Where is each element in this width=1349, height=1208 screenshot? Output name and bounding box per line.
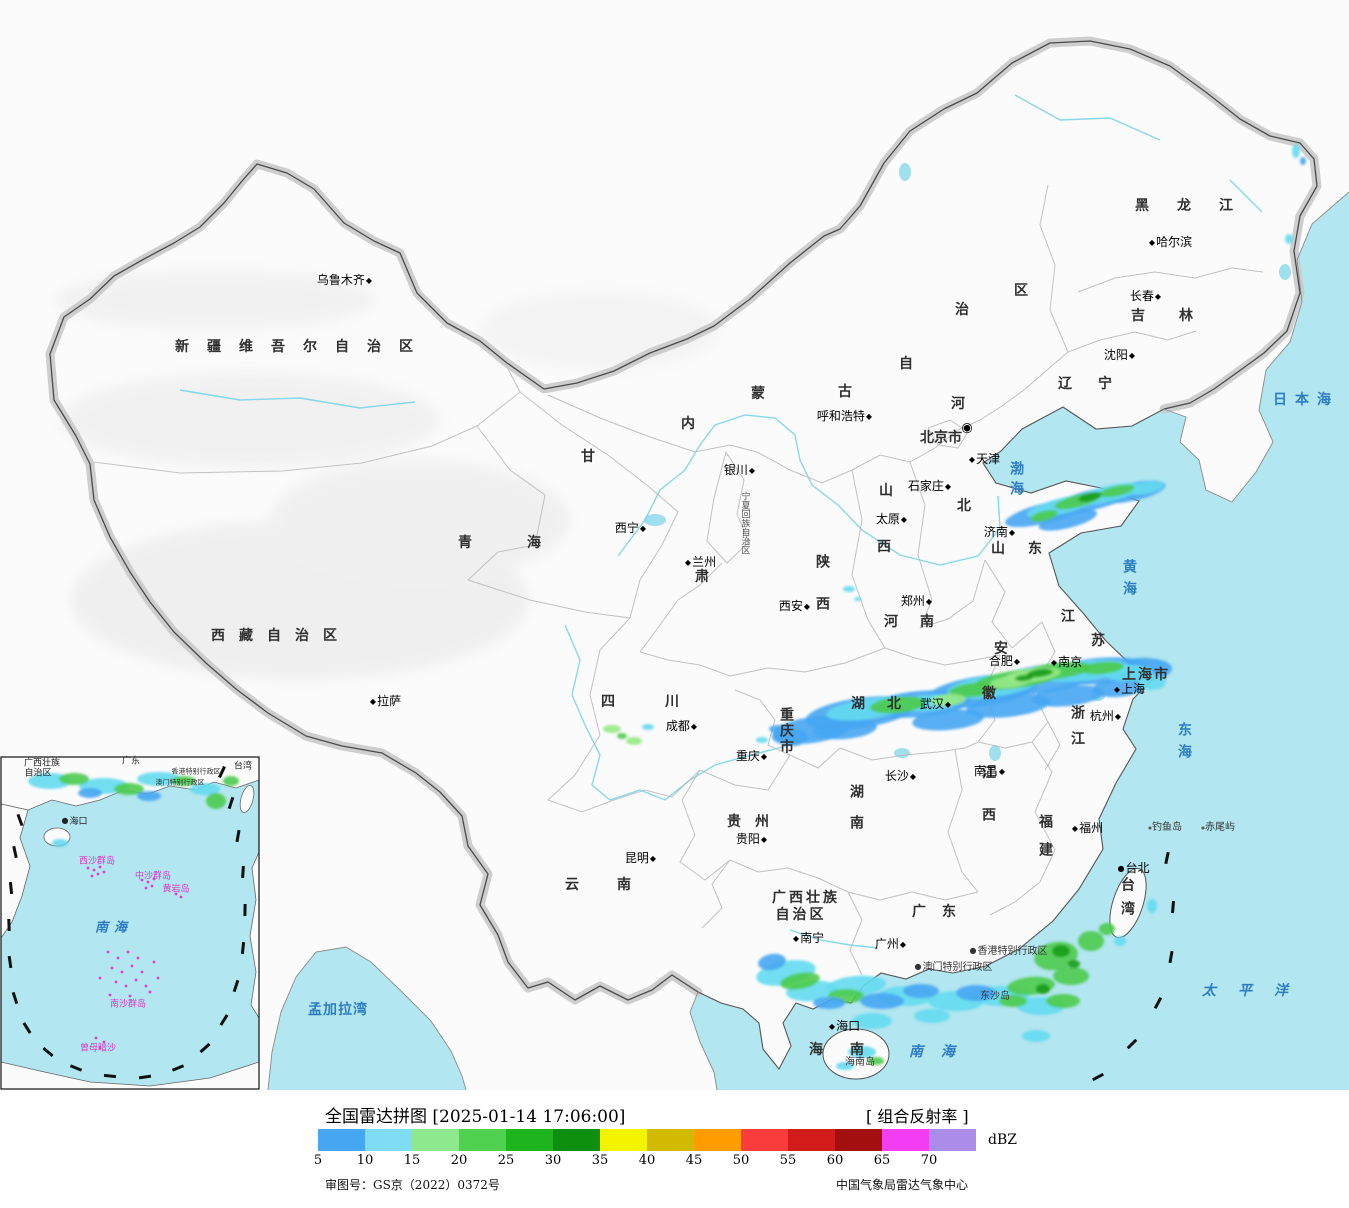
legend-color-cell xyxy=(412,1129,459,1151)
legend-tick: 40 xyxy=(638,1153,656,1168)
china-coastline xyxy=(697,406,1165,1071)
legend-color-cell xyxy=(553,1129,600,1151)
legend-color-cell xyxy=(318,1129,365,1151)
lakes xyxy=(644,163,1291,761)
inset-island-dots xyxy=(86,865,183,1050)
legend-tick: 20 xyxy=(450,1153,468,1168)
legend-color-cell xyxy=(741,1129,788,1151)
legend-tick: 45 xyxy=(685,1153,703,1168)
map-title: 全国雷达拼图 [2025-01-14 17:06:00] xyxy=(325,1107,626,1127)
vietnam-coastline xyxy=(689,991,718,1090)
legend-color-cell xyxy=(835,1129,882,1151)
diaoyu-island-dot xyxy=(1148,826,1152,830)
bengal-coastline xyxy=(267,946,467,1090)
legend-color-cell xyxy=(929,1129,976,1151)
china-radar-map xyxy=(0,36,1349,1090)
legend-tick: 65 xyxy=(873,1153,891,1168)
legend-color-cell xyxy=(882,1129,929,1151)
inset-border xyxy=(0,756,260,1090)
nine-dash-line-inset xyxy=(7,765,247,1080)
legend-tick: 30 xyxy=(544,1153,562,1168)
info-panel: 全国雷达拼图 [2025-01-14 17:06:00] [ 组合反射率 ] 5… xyxy=(0,1090,1349,1208)
legend-tick: 25 xyxy=(497,1153,515,1168)
national-border xyxy=(49,40,1318,1001)
legend-unit: dBZ xyxy=(988,1132,1017,1148)
product-label: [ 组合反射率 ] xyxy=(866,1107,969,1126)
legend-color-cell xyxy=(459,1129,506,1151)
bay-of-bengal-area xyxy=(268,947,466,1090)
radar-echo-layer xyxy=(603,144,1306,1070)
legend-color-cell xyxy=(600,1129,647,1151)
legend-tick: 5 xyxy=(313,1153,323,1168)
legend-color-cell xyxy=(694,1129,741,1151)
legend-tick: 55 xyxy=(779,1153,797,1168)
nine-dash-line-main xyxy=(1091,851,1176,1082)
legend-color-cell xyxy=(506,1129,553,1151)
legend-tick: 35 xyxy=(591,1153,609,1168)
legend-tick: 70 xyxy=(920,1153,938,1168)
legend-tick: 50 xyxy=(732,1153,750,1168)
chiwei-islet-dot xyxy=(1201,826,1205,830)
map-license-number: 审图号：GS京（2022）0372号 xyxy=(325,1178,500,1192)
legend-tick: 15 xyxy=(403,1153,421,1168)
legend-colorbar xyxy=(318,1129,976,1151)
legend-tick: 10 xyxy=(356,1153,374,1168)
south-china-sea-inset xyxy=(0,756,260,1090)
inset-radar-echo-layer xyxy=(28,772,239,847)
legend-color-cell xyxy=(647,1129,694,1151)
legend-color-cell xyxy=(365,1129,412,1151)
foreign-coastline xyxy=(1163,191,1349,503)
legend-tick: 60 xyxy=(826,1153,844,1168)
legend-color-cell xyxy=(788,1129,835,1151)
issuing-agency: 中国气象局雷达气象中心 xyxy=(836,1178,969,1192)
